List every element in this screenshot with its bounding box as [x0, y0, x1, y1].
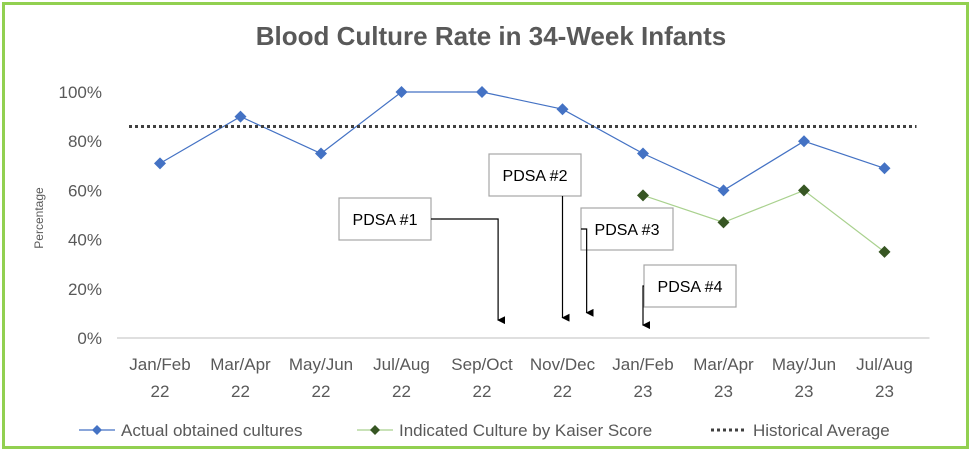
x-tick-label: Sep/Oct 22: [451, 355, 513, 401]
data-point: [637, 147, 649, 160]
x-tick-label-line2: 22: [312, 382, 331, 401]
data-point: [234, 110, 247, 123]
legend-label: Indicated Culture by Kaiser Score: [399, 421, 652, 440]
x-tick-label-line1: Jul/Aug: [373, 355, 430, 374]
series-line: [642, 189, 885, 253]
series-line: [159, 91, 885, 192]
x-tick-label-line2: 23: [875, 382, 894, 401]
legend-marker: [92, 425, 102, 435]
x-tick-label-line2: 22: [231, 382, 250, 401]
data-point: [637, 189, 649, 202]
data-point: [717, 184, 730, 197]
x-tick-label: Jan/Feb 22: [129, 355, 190, 401]
legend-item: Historical Average: [711, 421, 890, 440]
data-point: [395, 86, 408, 98]
x-tick-label: Jul/Aug 23: [856, 355, 913, 401]
y-tick-label: 100%: [59, 83, 102, 102]
pdsa-callout: PDSA #3: [580, 207, 674, 317]
pdsa-label: PDSA #3: [595, 222, 660, 239]
data-point: [878, 162, 891, 175]
x-tick-label-line2: 22: [151, 382, 170, 401]
data-point: [556, 103, 569, 116]
line-chart: Blood Culture Rate in 34-Week Infants 0%…: [32, 21, 930, 440]
x-tick-label: Nov/Dec 22: [530, 355, 596, 401]
axes: 0%20%40%60%80%100%PercentageJan/Feb22Mar…: [32, 83, 930, 401]
data-point: [315, 147, 327, 160]
x-tick-label-line1: May/Jun: [289, 355, 353, 374]
x-tick-label-line1: Mar/Apr: [693, 355, 754, 374]
x-tick-label: Jan/Feb 23: [612, 355, 673, 401]
pdsa-label: PDSA #1: [353, 212, 418, 229]
data-point: [717, 216, 730, 229]
series-0: [154, 86, 891, 197]
chart-title: Blood Culture Rate in 34-Week Infants: [256, 21, 726, 51]
data-point: [154, 157, 166, 170]
legend-item: Indicated Culture by Kaiser Score: [357, 421, 652, 440]
x-tick-label-line1: Jul/Aug: [856, 355, 913, 374]
annotations: PDSA #1 PDSA #2 PDSA #3 PDSA #4: [338, 153, 737, 330]
data-point: [878, 245, 891, 258]
x-tick-label-line2: 23: [795, 382, 814, 401]
legend-label: Historical Average: [753, 421, 890, 440]
pdsa-arrow: [431, 218, 506, 325]
x-tick-label: Mar/Apr 23: [693, 355, 754, 401]
x-tick-label-line2: 22: [392, 382, 411, 401]
x-tick-label-line1: Jan/Feb: [129, 355, 190, 374]
x-tick-label-line2: 23: [634, 382, 653, 401]
series-layer: [129, 86, 917, 258]
y-tick-label: 20%: [68, 280, 102, 299]
x-tick-label-line1: Jan/Feb: [612, 355, 673, 374]
y-tick-label: 0%: [77, 329, 102, 348]
x-tick-label: Mar/Apr 22: [210, 355, 271, 401]
pdsa-callout: PDSA #2: [488, 153, 582, 322]
x-tick-label-line2: 22: [553, 382, 572, 401]
y-axis-label: Percentage: [32, 187, 46, 249]
pdsa-label: PDSA #2: [503, 168, 568, 185]
pdsa-callout: PDSA #1: [338, 197, 506, 325]
pdsa-box: [488, 153, 582, 197]
pdsa-arrow: [581, 228, 594, 317]
x-tick-label-line1: Nov/Dec: [530, 355, 596, 374]
pdsa-arrow: [642, 285, 650, 330]
x-tick-label: May/Jun 23: [772, 355, 836, 401]
x-tick-label-line2: 23: [714, 382, 733, 401]
x-tick-label: Jul/Aug 22: [373, 355, 430, 401]
pdsa-callout: PDSA #4: [642, 264, 737, 330]
x-tick-label-line2: 22: [473, 382, 492, 401]
x-tick-label: May/Jun 22: [289, 355, 353, 401]
series-1: [637, 184, 891, 258]
chart-frame: Blood Culture Rate in 34-Week Infants 0%…: [2, 2, 969, 449]
data-point: [798, 135, 810, 148]
y-tick-label: 80%: [68, 132, 102, 151]
data-point: [476, 86, 488, 98]
x-tick-label-line1: Mar/Apr: [210, 355, 271, 374]
legend: Actual obtained cultures Indicated Cultur…: [79, 421, 890, 440]
pdsa-label: PDSA #4: [658, 279, 723, 296]
y-tick-label: 60%: [68, 181, 102, 200]
x-tick-label-line1: May/Jun: [772, 355, 836, 374]
pdsa-box: [643, 264, 737, 308]
x-tick-label-line1: Sep/Oct: [451, 355, 513, 374]
legend-item: Actual obtained cultures: [79, 421, 302, 440]
legend-label: Actual obtained cultures: [121, 421, 302, 440]
y-tick-label: 40%: [68, 231, 102, 250]
legend-marker: [370, 425, 380, 435]
data-point: [798, 184, 810, 197]
